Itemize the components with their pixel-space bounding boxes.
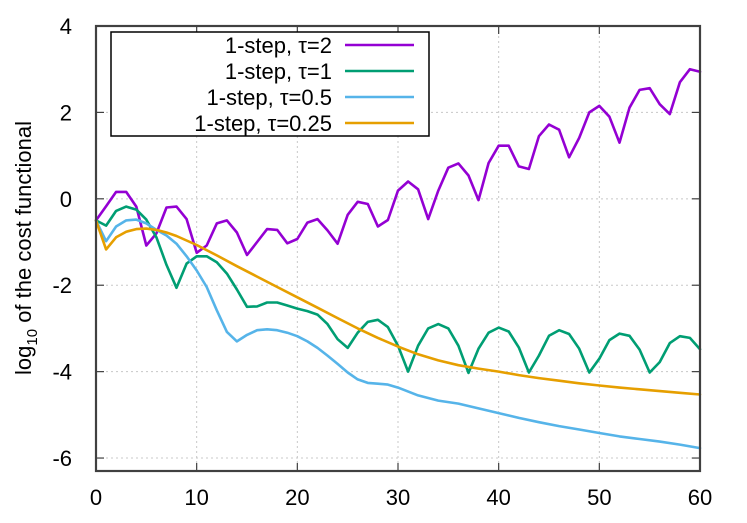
y-tick-label: 2 — [60, 100, 72, 125]
x-tick-label: 0 — [90, 485, 102, 510]
y-tick-label: -6 — [52, 446, 72, 471]
legend-label-3: 1-step, τ=0.25 — [194, 111, 332, 136]
x-tick-label: 50 — [587, 485, 611, 510]
x-tick-label: 30 — [386, 485, 410, 510]
legend-box — [110, 31, 430, 137]
y-axis-title-pre: log — [11, 346, 36, 375]
x-tick-label: 10 — [184, 485, 208, 510]
series-line-3 — [94, 219, 702, 396]
legend: 1-step, τ=21-step, τ=11-step, τ=0.51-ste… — [110, 31, 430, 137]
x-tick-label: 60 — [688, 485, 712, 510]
y-tick-label: 0 — [60, 187, 72, 212]
legend-label-1: 1-step, τ=1 — [225, 59, 332, 84]
y-tick-label: 4 — [60, 14, 72, 39]
series-lines — [94, 67, 702, 450]
y-axis-title-sub: 10 — [24, 329, 41, 346]
x-tick-label: 40 — [486, 485, 510, 510]
y-tick-label: -2 — [52, 273, 72, 298]
x-tick-label: 20 — [285, 485, 309, 510]
y-axis-title: log10 of the cost functional — [11, 121, 41, 375]
legend-label-0: 1-step, τ=2 — [225, 33, 332, 58]
legend-label-2: 1-step, τ=0.5 — [207, 85, 333, 110]
series-line-0 — [94, 67, 702, 257]
axes: 0 10 20 30 40 50 60 -6 -4 -2 0 2 4 — [52, 14, 712, 510]
y-tick-label: -4 — [52, 360, 72, 385]
series-line-2 — [94, 218, 702, 450]
y-axis-title-post: of the cost functional — [11, 121, 36, 329]
